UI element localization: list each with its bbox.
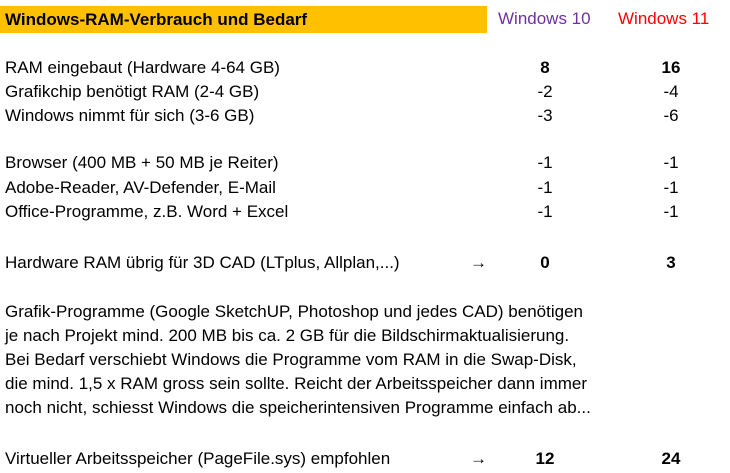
win10-value: -1 — [537, 178, 553, 197]
column-header-windows-10: Windows 10 — [498, 9, 591, 28]
win11-value: 24 — [661, 449, 681, 468]
win10-value: -2 — [537, 82, 553, 101]
row-label: Grafikchip benötigt RAM (2-4 GB) — [5, 82, 260, 101]
row-office: Office-Programme, z.B. Word + Excel -1 -… — [5, 200, 725, 224]
row-graphics-chip: Grafikchip benötigt RAM (2-4 GB) -2 -4 — [5, 80, 725, 104]
row-label: RAM eingebaut (Hardware 4-64 GB) — [5, 58, 280, 77]
win11-value: -6 — [663, 106, 679, 125]
row-ram-installed: RAM eingebaut (Hardware 4-64 GB) 8 16 — [5, 56, 725, 80]
row-label: Browser (400 MB + 50 MB je Reiter) — [5, 153, 279, 172]
win11-value: -1 — [663, 178, 679, 197]
row-windows-self: Windows nimmt für sich (3-6 GB) -3 -6 — [5, 104, 725, 128]
page-title: Windows-RAM-Verbrauch und Bedarf — [0, 6, 487, 33]
win10-value: -3 — [537, 106, 553, 125]
paragraph-line: Bei Bedarf verschiebt Windows die Progra… — [5, 350, 577, 369]
win11-value: -4 — [663, 82, 679, 101]
explanation-paragraph: Grafik-Programme (Google SketchUP, Photo… — [5, 300, 720, 420]
row-browser: Browser (400 MB + 50 MB je Reiter) -1 -1 — [5, 151, 725, 175]
row-label: Adobe-Reader, AV-Defender, E-Mail — [5, 178, 276, 197]
win11-value: 3 — [666, 253, 676, 272]
paragraph-line: die mind. 1,5 x RAM gross sein sollte. R… — [5, 374, 588, 393]
row-adobe-reader: Adobe-Reader, AV-Defender, E-Mail -1 -1 — [5, 176, 725, 200]
row-label: Office-Programme, z.B. Word + Excel — [5, 202, 289, 221]
paragraph-line: je nach Projekt mind. 200 MB bis ca. 2 G… — [5, 326, 570, 345]
row-hardware-ram-remaining: Hardware RAM übrig für 3D CAD (LTplus, A… — [5, 251, 725, 275]
row-virtual-memory: Virtueller Arbeitsspeicher (PageFile.sys… — [5, 447, 725, 471]
column-header-windows-11: Windows 11 — [618, 9, 710, 28]
paragraph-line: noch nicht, schiesst Windows die speiche… — [5, 398, 591, 417]
win10-value: 12 — [535, 449, 555, 468]
win11-value: -1 — [663, 153, 679, 172]
win11-value: -1 — [663, 202, 679, 221]
paragraph-line: Grafik-Programme (Google SketchUP, Photo… — [5, 302, 583, 321]
row-label: Windows nimmt für sich (3-6 GB) — [5, 106, 255, 125]
row-label: Hardware RAM übrig für 3D CAD (LTplus, A… — [5, 253, 400, 272]
win10-value: -1 — [537, 202, 553, 221]
win11-value: 16 — [661, 58, 681, 77]
row-label: Virtueller Arbeitsspeicher (PageFile.sys… — [5, 449, 391, 468]
right-arrow-icon: → — [470, 253, 487, 272]
win10-value: 0 — [540, 253, 550, 272]
right-arrow-icon: → — [470, 449, 487, 468]
win10-value: -1 — [537, 153, 553, 172]
win10-value: 8 — [540, 58, 550, 77]
